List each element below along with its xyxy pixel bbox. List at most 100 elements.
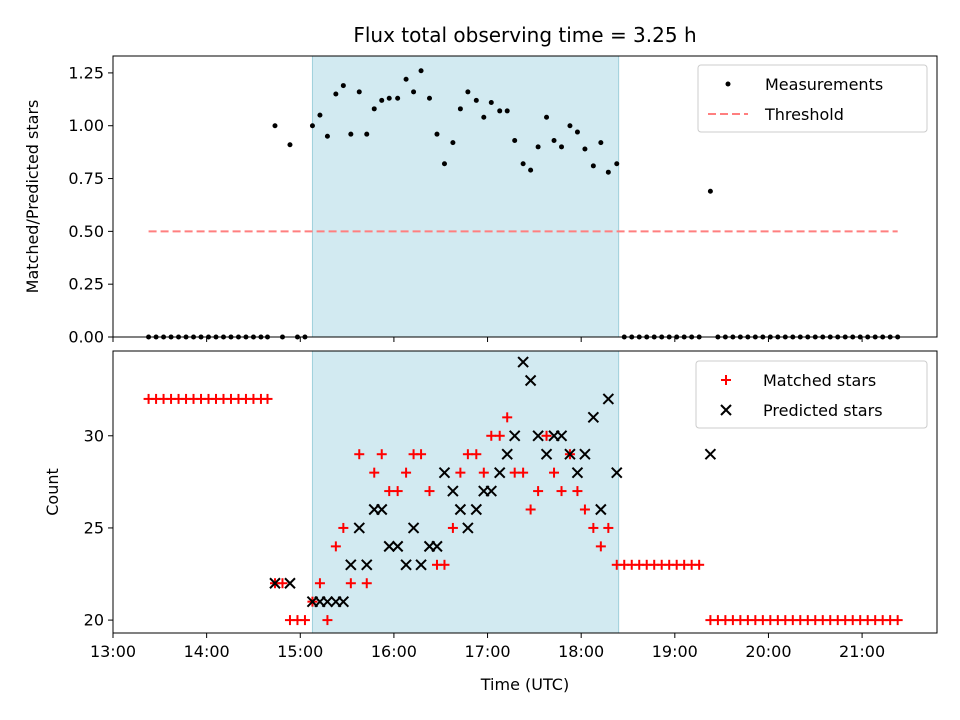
predicted-star-point [532,430,544,442]
matched-star-point [478,467,489,478]
top-ytick-label: 1.25 [68,63,104,82]
matched-star-point [471,449,482,460]
matched-star-point [361,578,372,589]
predicted-star-point [269,577,281,589]
matched-star-point [486,430,497,441]
predicted-star-point [431,540,443,553]
matched-star-point [694,559,705,570]
measurement-point [348,131,354,137]
measurement-point [582,146,588,152]
measurement-point [364,131,370,137]
matched-star-point [595,541,606,552]
legend-matched-label: Matched stars [763,371,876,390]
predicted-star-point [579,448,591,460]
matched-star-point [384,486,395,497]
matched-star-point [424,486,435,497]
top-ylabel: Matched/Predicted stars [23,100,42,294]
matched-star-point [369,467,380,478]
matched-star-point [376,449,387,460]
matched-star-point [330,541,341,552]
matched-star-point [401,467,412,478]
predicted-star-point [508,430,521,442]
top-ytick-label: 0.75 [68,169,104,188]
matched-star-point [572,486,583,497]
measurement-point [434,131,440,137]
measurement-point [605,169,611,175]
measurement-point [386,95,392,101]
predicted-star-point [383,540,395,553]
matched-star-point [338,522,349,533]
measurement-point [707,188,713,194]
matched-star-point [345,578,356,589]
top-ytick-label: 0.00 [68,328,104,347]
measurement-point [488,99,494,105]
measurement-point [441,161,447,167]
measurement-point [614,161,620,167]
predicted-star-point [602,393,615,405]
matched-star-point [518,467,529,478]
legend-matched-marker [721,375,731,385]
predicted-star-point [524,374,537,387]
bottom-observing-window-shade [311,350,620,634]
measurement-point [287,142,293,148]
matched-star-point [314,578,325,589]
measurement-point [411,89,417,95]
predicted-star-point [462,522,474,534]
predicted-star-point [447,485,459,497]
predicted-star-point [376,503,388,516]
xtick-label: 16:00 [371,642,417,661]
matched-star-point [541,430,552,441]
measurement-point [371,106,377,112]
bottom-ytick-label: 20 [84,611,104,630]
matched-star-point [549,467,560,478]
measurement-point [356,89,362,95]
measurement-point [559,144,565,150]
predicted-star-point [494,466,506,479]
matched-star-point [588,522,599,533]
measurement-point [403,76,409,82]
measurement-point [497,108,503,114]
bottom-legend-box [695,360,928,429]
matched-star-point [299,615,310,626]
predicted-star-point [438,466,451,479]
legend-predicted-marker [720,404,732,416]
matched-star-point [354,449,365,460]
predicted-star-point [284,577,296,589]
measurement-point [535,144,541,150]
xtick-label: 15:00 [277,642,323,661]
predicted-star-point [501,448,513,460]
matched-star-point [579,504,590,515]
matched-star-point [494,430,505,441]
predicted-star-point [391,540,404,553]
measurement-point [379,97,385,103]
bottom-panel: 20 25 30 13:00 14:00 15:00 16:00 17:00 18:00 19:… [43,350,938,694]
predicted-star-point [361,559,373,571]
predicted-star-point [517,356,529,368]
predicted-star-point [571,466,584,479]
top-ytick-label: 1.00 [68,116,104,135]
bottom-ytick-label: 25 [84,518,104,537]
measurement-point [473,97,479,103]
xtick-label: 21:00 [839,642,885,661]
matched-star-point [455,467,466,478]
measurement-point [324,133,330,139]
top-observing-window-shade [311,55,620,338]
xtick-label: 13:00 [90,642,136,661]
legend-measurements-marker [725,81,731,87]
measurement-point [426,95,432,101]
matched-star-point [525,504,536,515]
predicted-star-point [555,430,568,442]
measurement-point [551,138,557,144]
top-axes-frame [112,55,938,338]
top-ytick-label: 0.25 [68,275,104,294]
predicted-star-point [345,559,357,571]
matched-star-point [892,615,903,626]
predicted-star-point [454,503,467,516]
legend-predicted-label: Predicted stars [763,401,883,420]
bottom-axes-frame [112,350,938,634]
bottom-ylabel: Count [43,468,62,516]
measurement-point [598,140,604,146]
predicted-star-point [415,559,427,571]
legend-threshold-label: Threshold [764,105,844,124]
